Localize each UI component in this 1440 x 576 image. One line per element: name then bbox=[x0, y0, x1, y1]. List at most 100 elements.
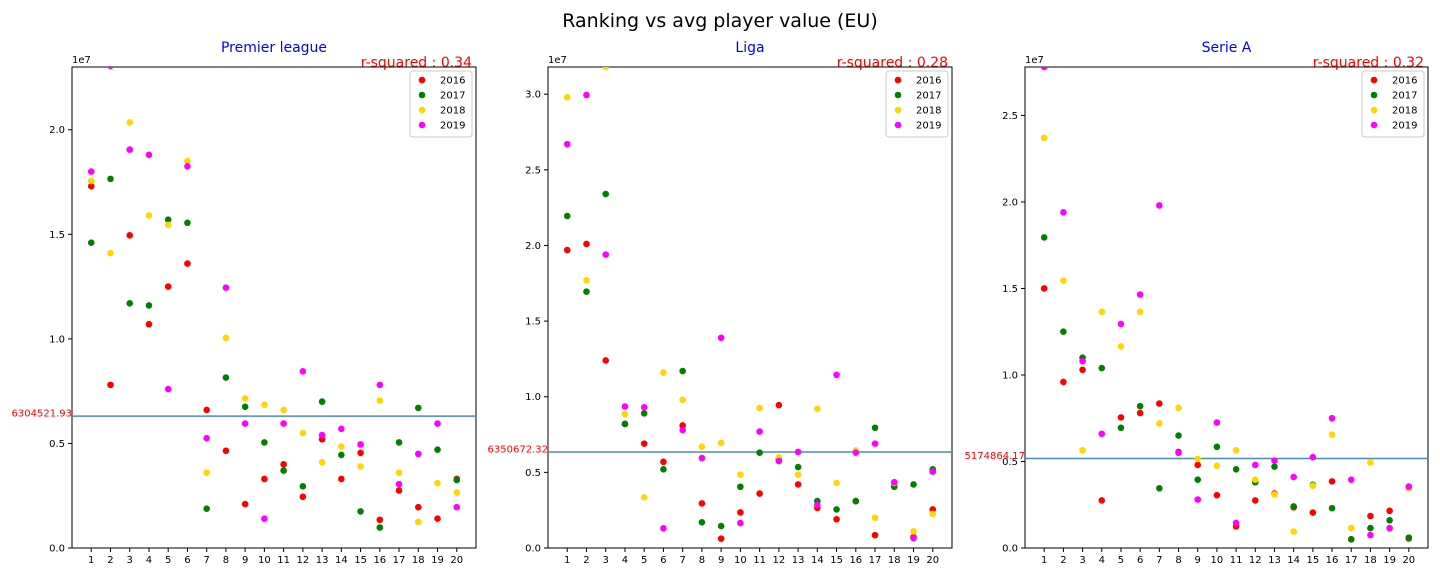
point-2016 bbox=[164, 283, 172, 290]
x-tick-label: 19 bbox=[907, 555, 920, 566]
point-2019 bbox=[852, 449, 860, 457]
x-tick-label: 4 bbox=[1099, 555, 1105, 566]
point-2018 bbox=[833, 479, 840, 487]
x-tick-label: 18 bbox=[888, 555, 901, 566]
point-2018 bbox=[1290, 528, 1297, 535]
x-tick-label: 20 bbox=[926, 555, 939, 566]
point-2018 bbox=[453, 489, 461, 496]
x-tick-label: 9 bbox=[718, 555, 724, 566]
x-tick-label: 1 bbox=[564, 555, 570, 566]
x-tick-label: 13 bbox=[1268, 555, 1281, 566]
y-tick-label: 3.0 bbox=[525, 90, 541, 101]
point-2019 bbox=[318, 431, 326, 439]
mean-value-label: 6304521.93 bbox=[12, 409, 72, 420]
legend-marker-2019 bbox=[894, 121, 902, 129]
point-2017 bbox=[1386, 517, 1393, 524]
point-2019 bbox=[1232, 519, 1240, 527]
point-2016 bbox=[1194, 461, 1202, 469]
x-tick-label: 17 bbox=[869, 555, 882, 566]
x-tick-label: 12 bbox=[772, 555, 785, 566]
point-2017 bbox=[563, 212, 571, 220]
point-2019 bbox=[660, 525, 667, 532]
y-tick-label: 0.0 bbox=[525, 544, 541, 555]
point-2018 bbox=[756, 404, 763, 412]
point-2016 bbox=[1156, 400, 1163, 407]
point-2018 bbox=[184, 157, 191, 165]
point-2018 bbox=[107, 249, 114, 257]
x-tick-label: 11 bbox=[1230, 555, 1243, 566]
point-2019 bbox=[261, 515, 268, 523]
legend: 2016 2017 2018 2019 bbox=[885, 70, 949, 138]
point-2017 bbox=[222, 374, 230, 381]
x-tick-label: 6 bbox=[184, 555, 190, 566]
point-2018 bbox=[203, 469, 210, 477]
point-2018 bbox=[1213, 462, 1221, 470]
point-2016 bbox=[775, 401, 783, 409]
point-2019 bbox=[126, 146, 134, 153]
point-2018 bbox=[87, 177, 95, 185]
y-tick-label: 2.0 bbox=[525, 241, 541, 252]
point-2019 bbox=[338, 425, 345, 433]
point-2017 bbox=[1213, 443, 1221, 451]
point-2016 bbox=[871, 531, 879, 539]
x-tick-label: 3 bbox=[127, 555, 133, 566]
point-2016 bbox=[184, 260, 191, 267]
point-2018 bbox=[1040, 134, 1048, 142]
x-tick-label: 11 bbox=[277, 555, 290, 566]
point-2017 bbox=[717, 522, 725, 530]
x-tick-label: 17 bbox=[1345, 555, 1358, 566]
legend: 2016 2017 2018 2019 bbox=[1361, 70, 1425, 138]
point-2016 bbox=[299, 493, 307, 501]
point-2017 bbox=[910, 481, 917, 488]
point-2018 bbox=[1060, 277, 1067, 284]
point-2019 bbox=[280, 420, 287, 427]
point-2018 bbox=[1347, 524, 1355, 532]
point-2018 bbox=[794, 471, 802, 478]
r-squared-annotation: r-squared : 0.32 bbox=[1313, 55, 1424, 71]
point-2017 bbox=[583, 288, 590, 295]
point-2019 bbox=[814, 501, 821, 509]
point-2017 bbox=[318, 398, 326, 405]
point-2017 bbox=[338, 451, 345, 459]
y-tick-label: 2.5 bbox=[525, 165, 541, 176]
point-2018 bbox=[583, 276, 590, 284]
point-2016 bbox=[203, 406, 210, 414]
point-2017 bbox=[414, 404, 422, 412]
point-2018 bbox=[660, 369, 667, 376]
point-2018 bbox=[621, 410, 629, 418]
point-2017 bbox=[1175, 432, 1182, 439]
legend-marker-2016 bbox=[894, 76, 902, 84]
point-2019 bbox=[1386, 524, 1393, 532]
point-2017 bbox=[87, 239, 95, 246]
y-tick-label: 0.5 bbox=[49, 439, 65, 450]
point-2019 bbox=[698, 454, 706, 462]
point-2017 bbox=[299, 483, 307, 490]
point-2018 bbox=[318, 458, 326, 466]
point-2018 bbox=[679, 396, 686, 404]
y-tick-label: 0.0 bbox=[1002, 544, 1018, 555]
point-2016 bbox=[1079, 366, 1086, 374]
point-2016 bbox=[145, 320, 153, 328]
x-tick-label: 20 bbox=[1402, 555, 1415, 566]
point-2019 bbox=[222, 284, 230, 291]
point-2017 bbox=[1347, 536, 1355, 543]
legend-marker-2018 bbox=[418, 106, 426, 114]
legend-marker-2016 bbox=[418, 76, 426, 84]
legend-label: 2016 bbox=[916, 76, 941, 87]
scatter-points bbox=[563, 67, 937, 542]
legend-label: 2016 bbox=[1392, 76, 1417, 87]
point-2016 bbox=[698, 500, 706, 507]
point-2019 bbox=[1213, 419, 1221, 426]
point-2016 bbox=[338, 475, 345, 483]
x-tick-label: 13 bbox=[316, 555, 329, 566]
point-2017 bbox=[698, 518, 706, 526]
x-tick-label: 5 bbox=[641, 555, 647, 566]
point-2018 bbox=[280, 406, 287, 414]
legend-label: 2018 bbox=[440, 106, 465, 117]
point-2018 bbox=[737, 471, 744, 478]
axes-frame bbox=[71, 66, 477, 549]
y-tick-label: 1.0 bbox=[525, 392, 541, 403]
point-2019 bbox=[414, 450, 422, 458]
y-tick-label: 2.0 bbox=[49, 125, 65, 136]
point-2016 bbox=[434, 515, 441, 523]
